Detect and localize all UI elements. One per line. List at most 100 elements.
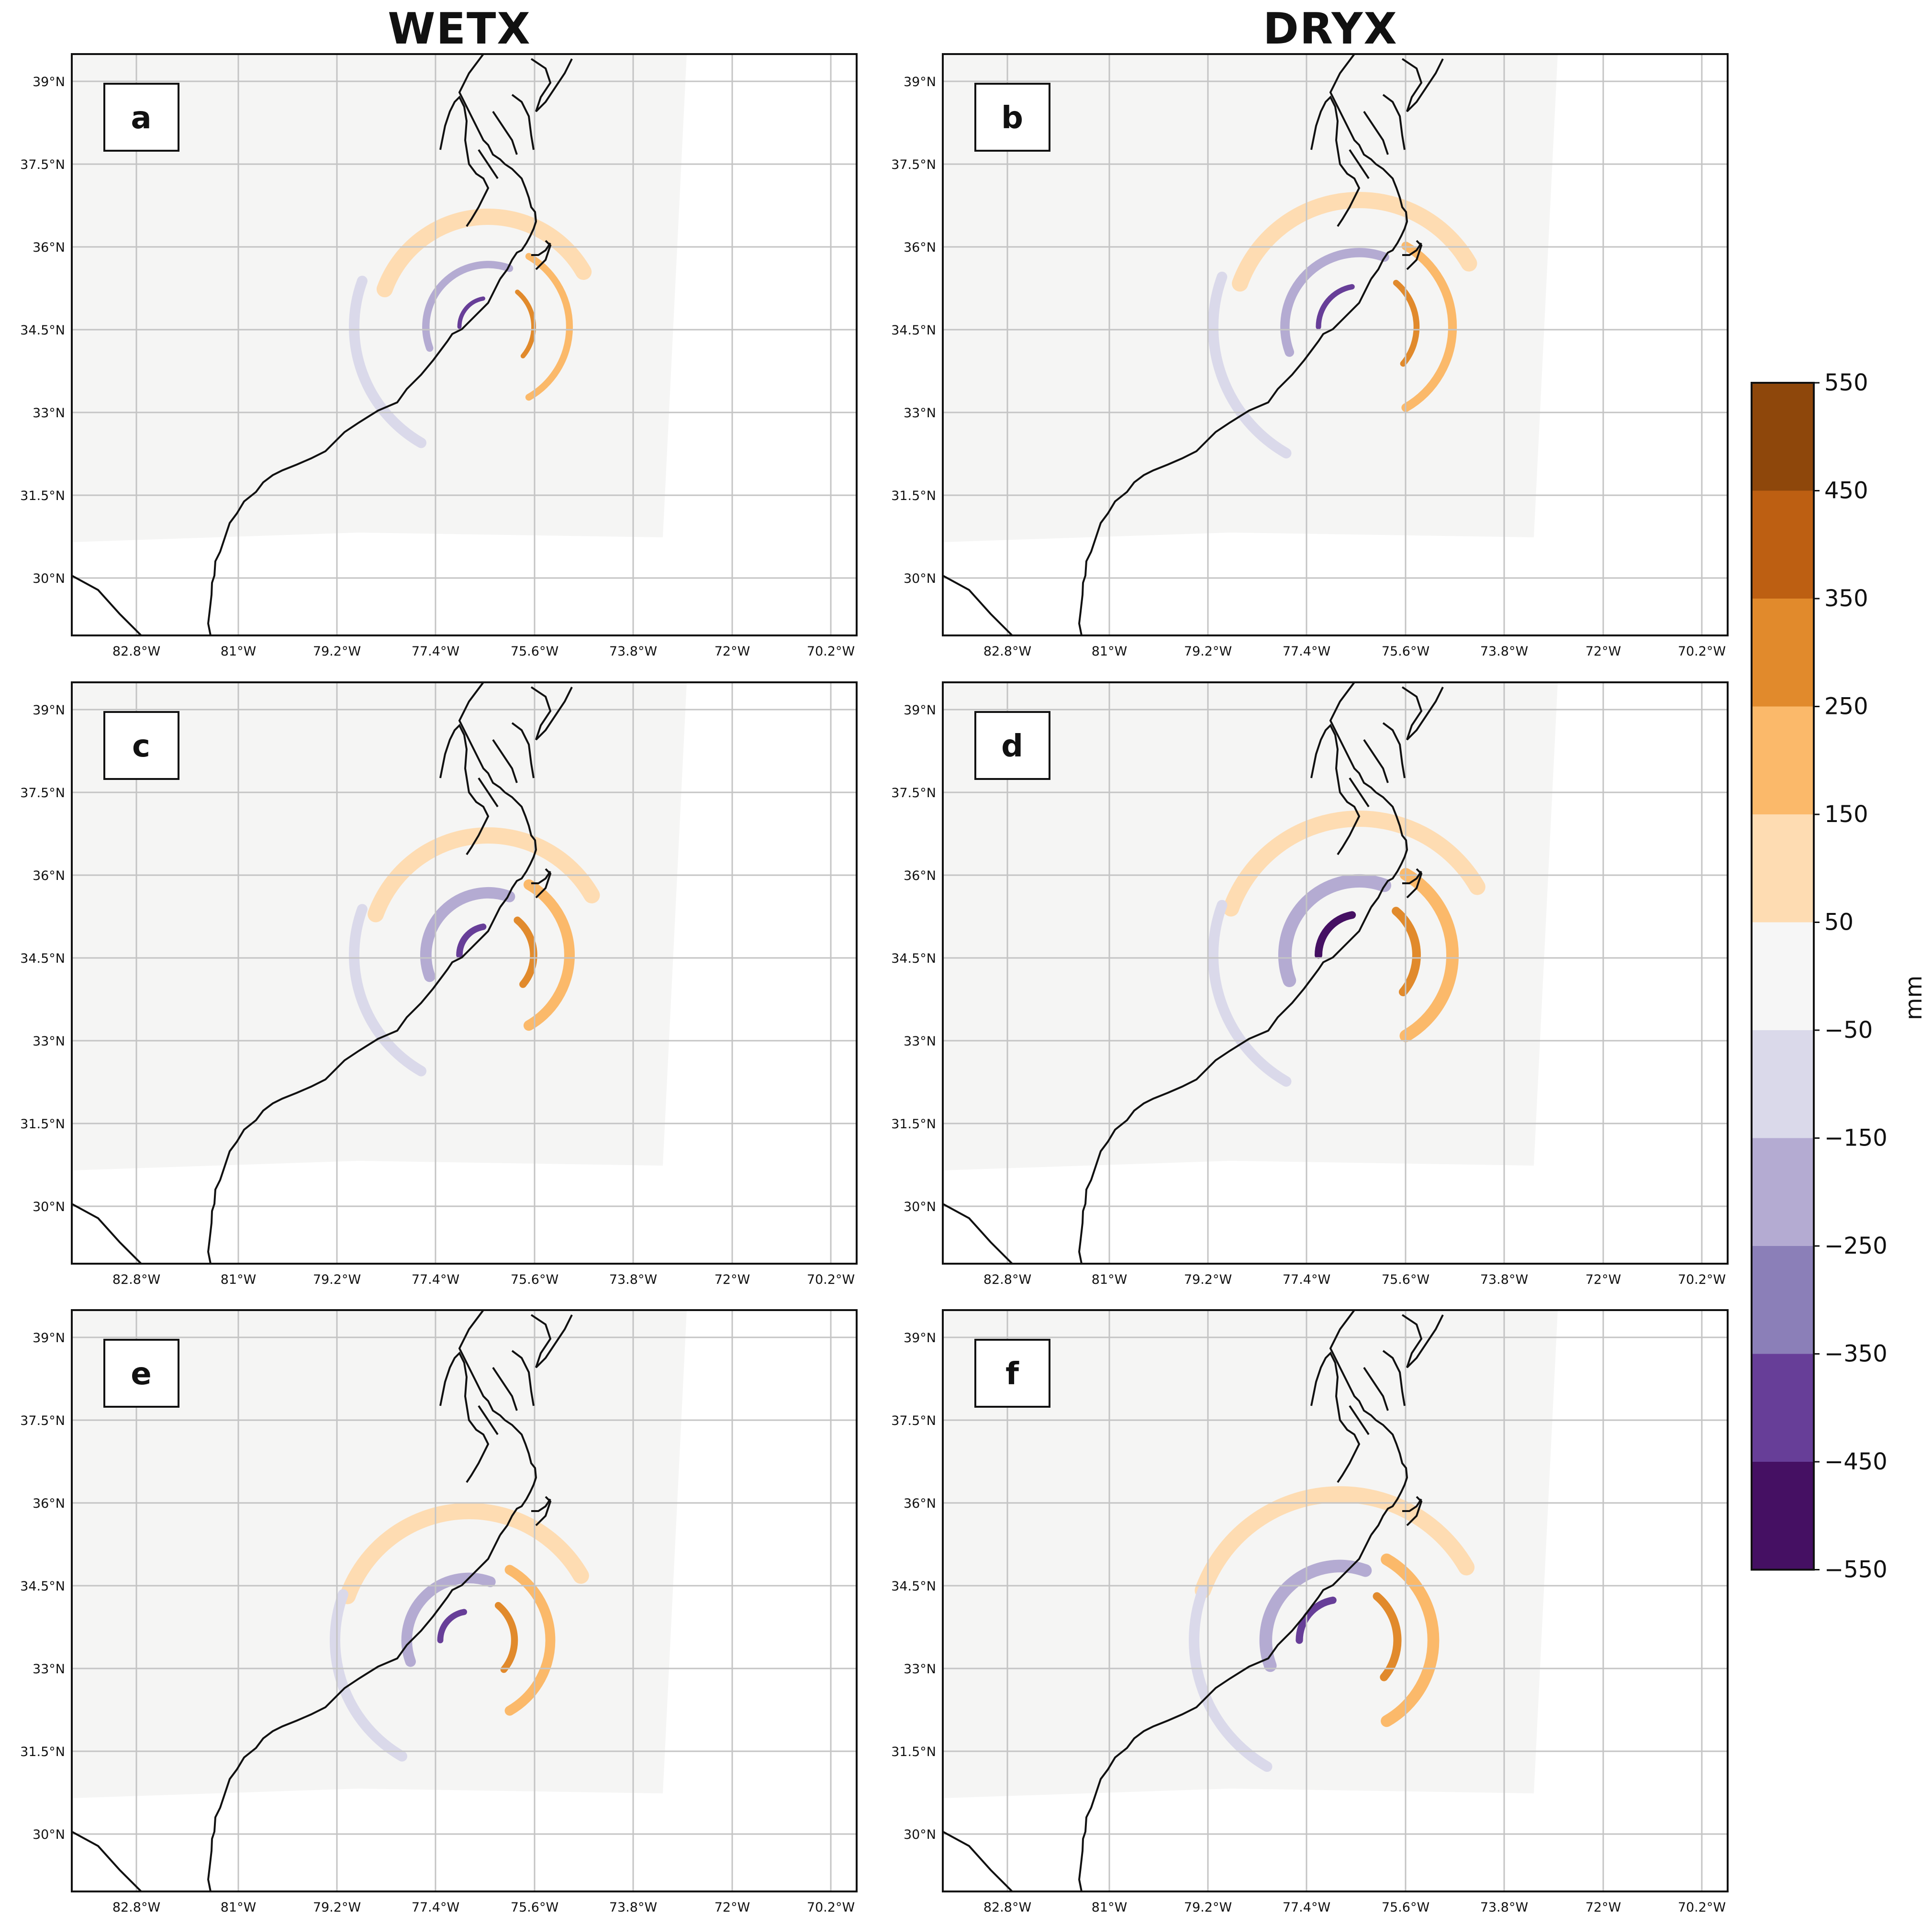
coastline (71, 1309, 537, 1892)
panel-frame (942, 1309, 1729, 1892)
lat-tick-label: 30°N (904, 571, 936, 586)
colorbar-segment (1752, 814, 1814, 923)
colorbar-units: mm (1900, 976, 1927, 1021)
lon-tick-label: 75.6°W (1382, 1272, 1429, 1287)
panel-label: f (1005, 1357, 1019, 1392)
column-title-wetx: WETX (388, 4, 531, 54)
precip-band (1223, 811, 1485, 917)
lat-tick-label: 36°N (904, 1496, 936, 1511)
lat-tick-label: 31.5°N (891, 1745, 936, 1759)
lon-tick-label: 75.6°W (511, 1272, 558, 1287)
precip-band (1232, 192, 1477, 292)
lat-tick-label: 30°N (33, 1200, 65, 1214)
colorbar-tick-label: 50 (1824, 909, 1854, 936)
colorbar-tick-label: −50 (1824, 1017, 1873, 1044)
colorbar-tick-label: −550 (1824, 1557, 1887, 1583)
colorbar-segment (1752, 1462, 1814, 1570)
panel-frame (942, 681, 1729, 1265)
precip-band (515, 289, 536, 359)
lon-tick-label: 75.6°W (1382, 1900, 1429, 1915)
chesapeake-bay (1310, 686, 1444, 899)
lat-tick-label: 33°N (904, 1034, 936, 1049)
lat-tick-label: 30°N (904, 1200, 936, 1214)
panel-frame (942, 53, 1729, 636)
lon-tick-label: 70.2°W (807, 644, 855, 659)
precip-band (349, 904, 426, 1077)
lat-tick-label: 31.5°N (891, 489, 936, 503)
precip-band (1373, 1592, 1402, 1681)
precip-band (1316, 284, 1355, 330)
lat-tick-label: 34.5°N (891, 323, 936, 338)
lon-tick-label: 77.4°W (412, 644, 459, 659)
precip-band (437, 1609, 467, 1644)
chesapeake-bay (1310, 1314, 1444, 1526)
lat-tick-label: 37.5°N (891, 157, 936, 172)
lon-tick-label: 73.8°W (1480, 644, 1528, 659)
lon-tick-label: 79.2°W (313, 644, 361, 659)
panel-label: b (1001, 100, 1023, 136)
lat-tick-label: 36°N (33, 240, 65, 255)
lon-tick-label: 77.4°W (412, 1900, 459, 1915)
lon-tick-label: 82.8°W (983, 1900, 1031, 1915)
lon-tick-label: 77.4°W (412, 1272, 459, 1287)
colorbar-tick-label: 250 (1824, 693, 1868, 720)
lon-tick-label: 81°W (1092, 1900, 1128, 1915)
lon-tick-label: 72°W (715, 1900, 750, 1915)
coastline (942, 53, 1408, 636)
panel-frame (71, 681, 858, 1265)
lon-tick-label: 72°W (1586, 644, 1621, 659)
map-panel-d: d 39°N 37.5°N 36°N 34.5°N 33°N 31.5°N 30°N 82.8°… (891, 681, 1729, 1287)
lon-tick-label: 70.2°W (1678, 1900, 1726, 1915)
lon-tick-label: 72°W (1586, 1900, 1621, 1915)
lat-tick-label: 30°N (33, 1827, 65, 1842)
lon-tick-label: 73.8°W (609, 1900, 657, 1915)
precip-band (456, 923, 487, 958)
precip-band (523, 879, 575, 1031)
precip-band (1399, 868, 1459, 1042)
precip-band (1295, 1596, 1337, 1644)
colorbar-frame (1751, 382, 1815, 1571)
colorbar-segment (1752, 1138, 1814, 1246)
precip-band (494, 1602, 518, 1673)
lat-tick-label: 36°N (904, 240, 936, 255)
lon-tick-label: 79.2°W (313, 1900, 361, 1915)
lon-tick-label: 73.8°W (1480, 1900, 1528, 1915)
lat-tick-label: 34.5°N (20, 1579, 65, 1594)
precip-band (420, 887, 515, 982)
lon-tick-label: 70.2°W (807, 1900, 855, 1915)
lon-tick-label: 82.8°W (112, 1900, 160, 1915)
colorbar-tick-label: 450 (1824, 478, 1868, 504)
lon-tick-label: 75.6°W (1382, 644, 1429, 659)
lat-tick-label: 36°N (33, 868, 65, 883)
lat-tick-label: 37.5°N (891, 786, 936, 801)
precip-band (525, 253, 573, 401)
lat-tick-label: 37.5°N (20, 1413, 65, 1428)
lon-tick-label: 79.2°W (1184, 1900, 1232, 1915)
precip-band (1393, 279, 1420, 367)
colorbar-segment (1752, 383, 1814, 491)
lat-tick-label: 31.5°N (891, 1117, 936, 1132)
colorbar-tick-label: 550 (1824, 369, 1868, 396)
lat-tick-label: 36°N (904, 868, 936, 883)
panel-label: c (132, 729, 150, 764)
colorbar-tick-label: −150 (1824, 1125, 1887, 1152)
panel-frame (71, 53, 858, 636)
model-domain (72, 54, 687, 542)
lon-tick-label: 79.2°W (1184, 644, 1232, 659)
lat-tick-label: 37.5°N (20, 786, 65, 801)
lat-tick-label: 34.5°N (891, 1579, 936, 1594)
lon-tick-label: 73.8°W (609, 644, 657, 659)
precip-band (1195, 1486, 1475, 1599)
model-domain (943, 682, 1558, 1170)
lon-tick-label: 77.4°W (1283, 1272, 1330, 1287)
map-panel-e: e 39°N 37.5°N 36°N 34.5°N 33°N 31.5°N 30°N 82.8°… (20, 1309, 858, 1915)
panel-label: a (131, 100, 151, 136)
model-domain (943, 1310, 1558, 1798)
lon-tick-label: 81°W (1092, 644, 1128, 659)
panel-label-box (974, 1339, 1050, 1408)
lon-tick-label: 70.2°W (1678, 1272, 1726, 1287)
lon-tick-label: 72°W (715, 1272, 750, 1287)
model-domain (72, 682, 687, 1170)
map-panel-a: a 39°N 37.5°N 36°N 34.5°N 33°N 31.5°N 30°N 82.8°… (20, 53, 858, 659)
lon-tick-label: 77.4°W (1283, 1900, 1330, 1915)
